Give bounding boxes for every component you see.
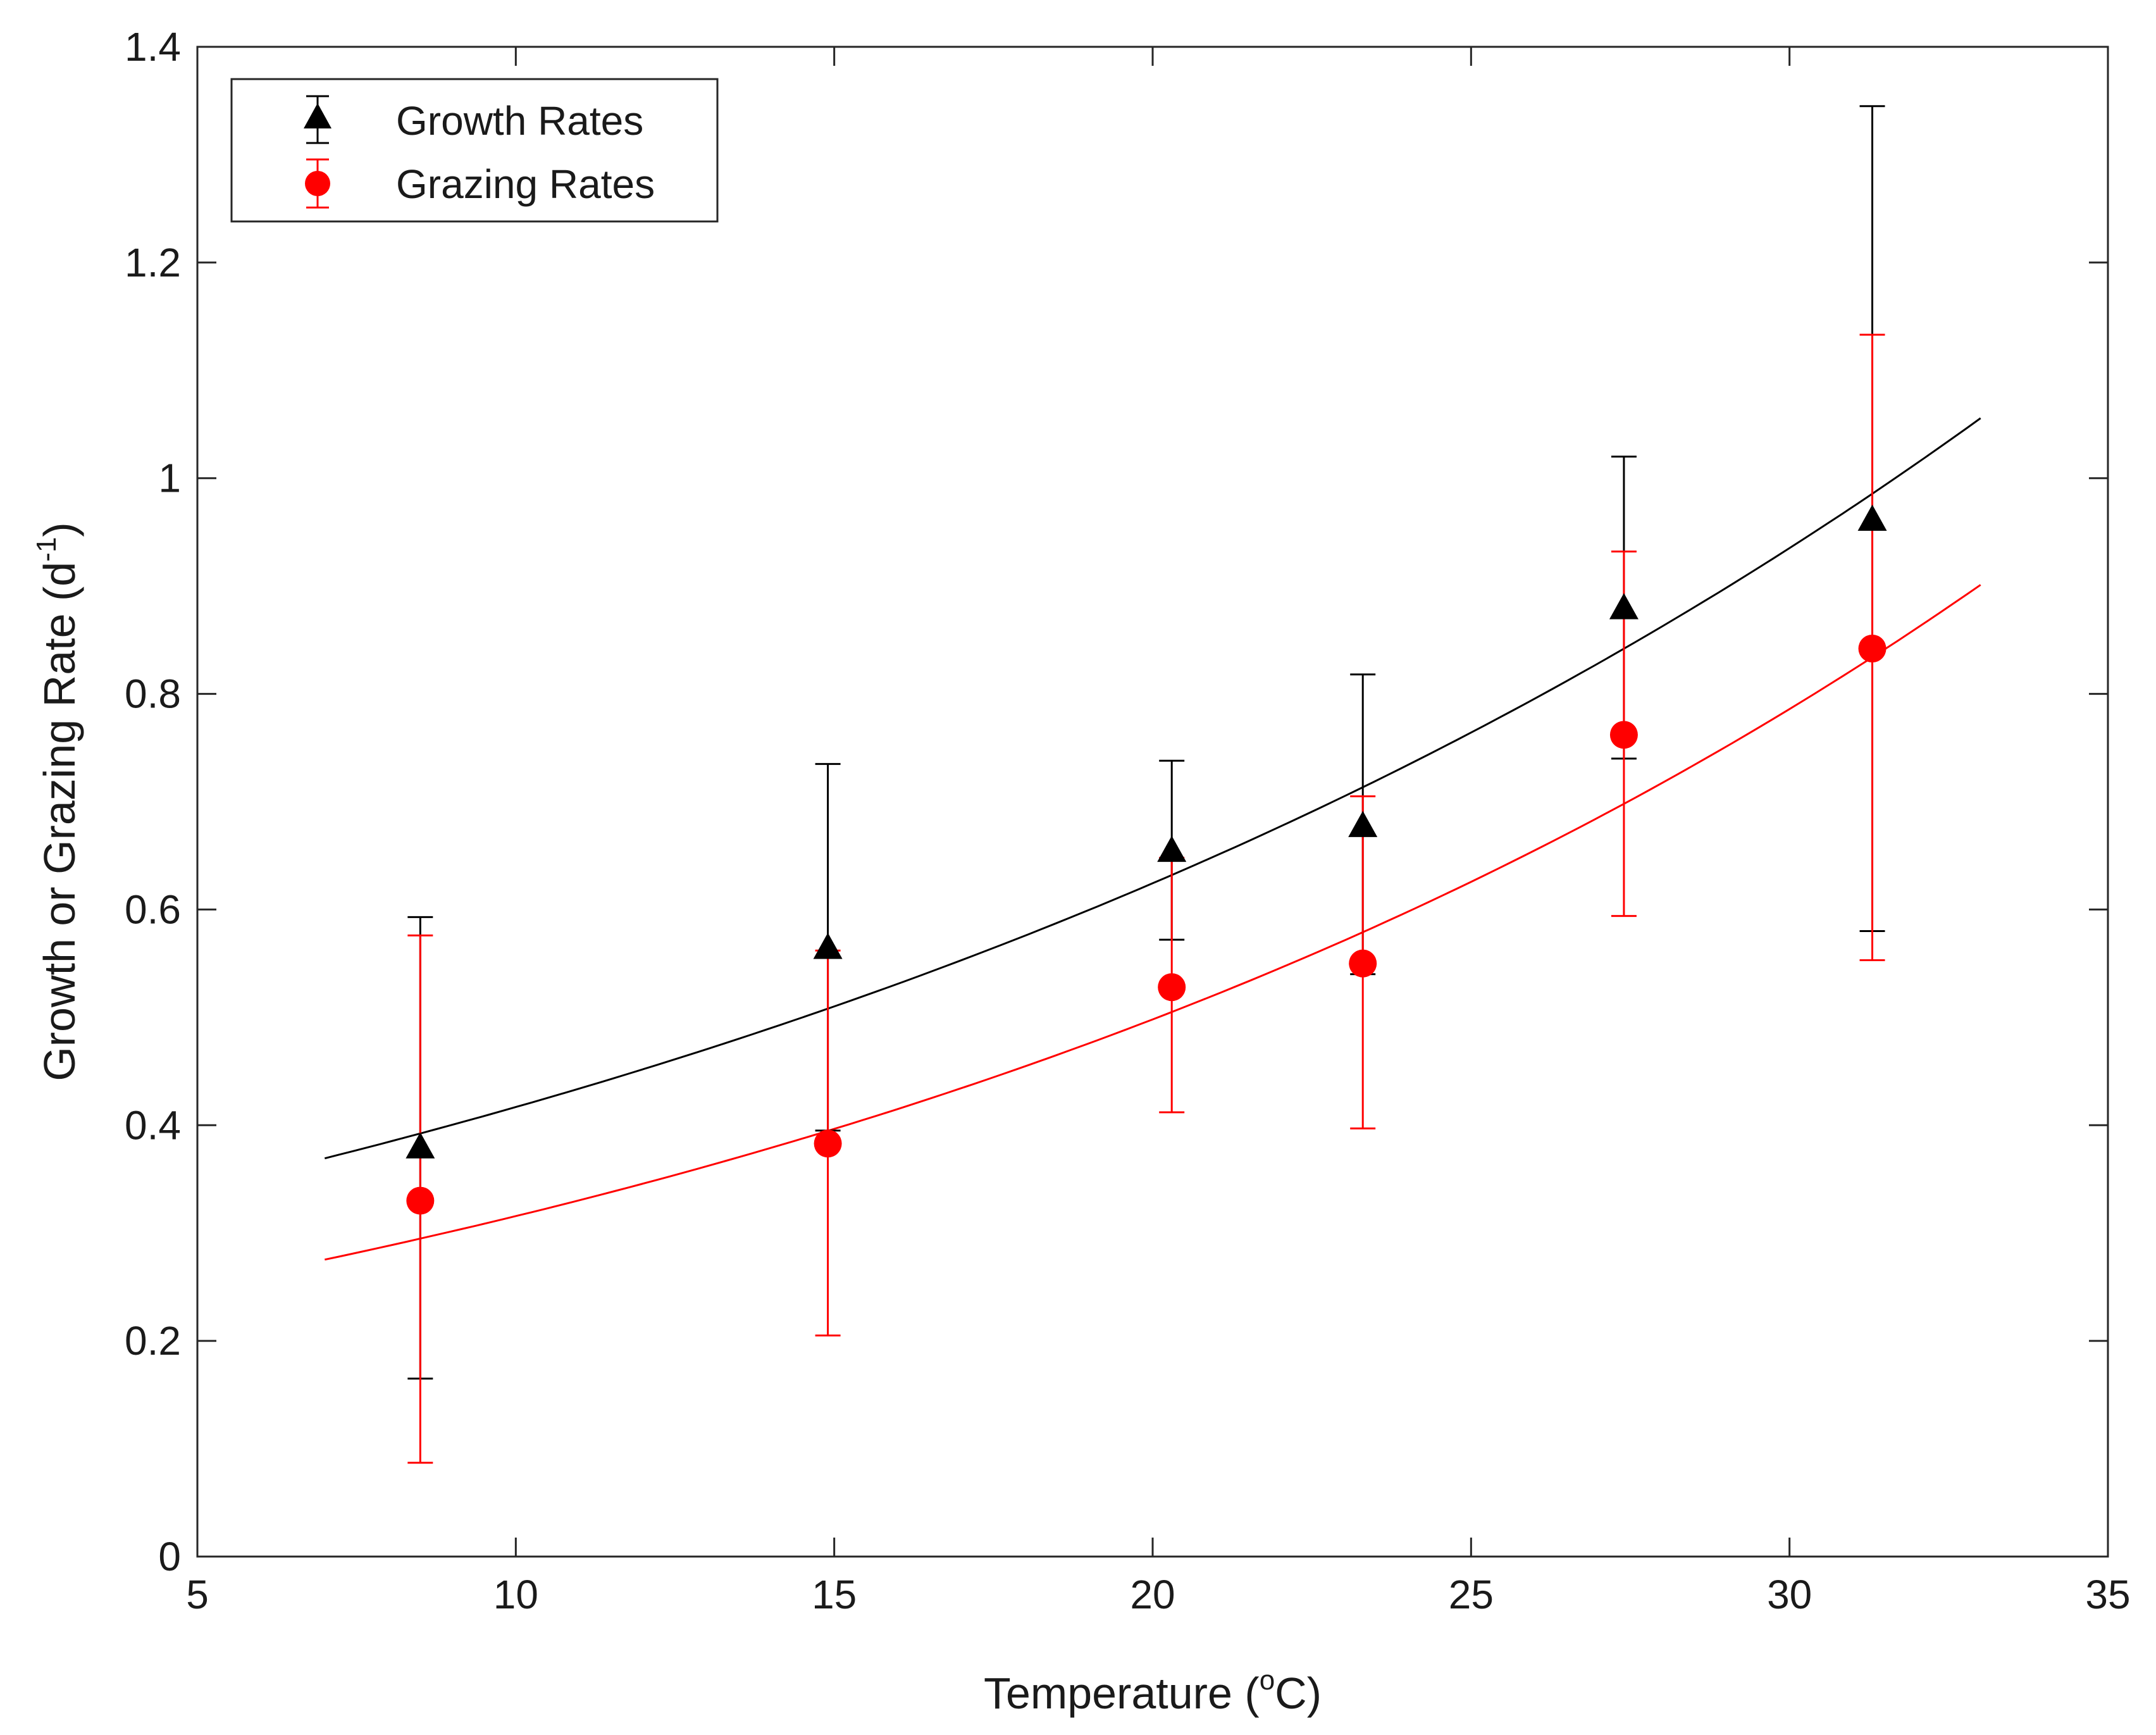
x-tick-labels: 5 10 15 20 25 30 35 [186,1572,2130,1617]
grazing-rates-point [1609,721,1638,749]
axis-ticks [196,46,2109,1558]
growth-rates-point [1157,835,1187,862]
legend-box [230,78,719,223]
legend-label-grazing: Grazing Rates [396,161,655,207]
y-tick-label: 0.6 [125,886,181,932]
x-tick-label: 20 [1130,1572,1175,1617]
legend-grazing-marker [305,171,330,196]
plot-background [197,47,2108,1557]
x-tick-label: 5 [186,1572,209,1617]
growth-rates-point [1857,504,1887,531]
legend-entry-grazing: Grazing Rates [305,158,655,209]
data-markers [406,504,1887,1215]
y-tick-label: 1.4 [125,24,181,70]
x-tick-label: 25 [1449,1572,1494,1617]
grazing-rates-fit-line [324,584,1981,1261]
growth-rates-point [1609,593,1639,619]
y-tick-label: 0.2 [125,1318,181,1364]
y-tick-label: 1.2 [125,240,181,285]
y-tick-labels: 0 0.2 0.4 0.6 0.8 1 1.2 1.4 [125,24,181,1579]
grazing-rates-point [406,1186,435,1215]
grazing-rates-point [1158,973,1186,1002]
x-tick-label: 35 [2085,1572,2130,1617]
y-tick-label: 0.8 [125,671,181,717]
growth-rates-point [406,1132,435,1159]
y-tick-label: 0 [158,1534,181,1579]
y-tick-label: 0.4 [125,1102,181,1148]
legend-entry-growth: Growth Rates [304,95,643,144]
legend-growth-marker [304,103,331,128]
y-axis-title: Growth or Grazing Rate (d-1) [31,522,84,1081]
grazing-rates-point [1349,949,1377,978]
grazing-rates-point [814,1129,842,1158]
x-tick-label: 10 [493,1572,538,1617]
fit-curves [324,417,1981,1261]
legend-label-growth: Growth Rates [396,98,643,144]
growth-rates-point [813,933,843,959]
growth-rates-point [1348,811,1378,837]
y-tick-label: 1 [158,456,181,501]
grazing-rates-point [1858,634,1886,662]
growth-rates-fit-line [324,417,1981,1160]
legend: Growth Rates Grazing Rates [230,78,719,223]
x-tick-label: 15 [812,1572,857,1617]
x-tick-label: 30 [1767,1572,1812,1617]
x-axis-title: Temperature (oC) [984,1665,1322,1718]
